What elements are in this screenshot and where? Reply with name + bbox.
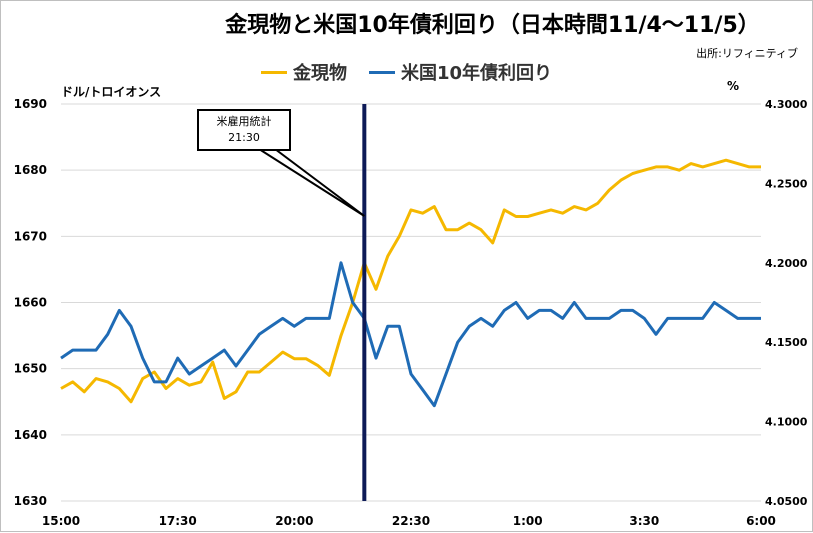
x-tick-label: 15:00 xyxy=(42,514,80,528)
x-tick-label: 17:30 xyxy=(159,514,197,528)
legend-swatch-yield xyxy=(369,70,395,74)
left-tick-label: 1630 xyxy=(14,494,47,508)
right-axis-unit: % xyxy=(727,79,740,93)
right-tick-label: 4.2500 xyxy=(765,177,808,190)
x-tick-label: 6:00 xyxy=(746,514,776,528)
legend-label-gold: 金現物 xyxy=(293,63,347,84)
x-tick-label: 1:00 xyxy=(513,514,543,528)
legend-label-yield: 米国10年債利回り xyxy=(401,63,553,84)
right-tick-label: 4.3000 xyxy=(765,98,808,111)
left-tick-label: 1690 xyxy=(14,97,47,111)
event-callout-time: 21:30 xyxy=(228,131,260,144)
right-tick-label: 4.1500 xyxy=(765,336,808,349)
left-tick-label: 1650 xyxy=(14,362,47,376)
right-tick-label: 4.0500 xyxy=(765,495,808,508)
right-tick-label: 4.2000 xyxy=(765,257,808,270)
x-tick-label: 20:00 xyxy=(275,514,313,528)
left-tick-label: 1640 xyxy=(14,428,47,442)
source-note: 出所:リフィニティブ xyxy=(696,47,798,60)
event-callout-label: 米雇用統計 xyxy=(216,115,272,128)
event-callout: 米雇用統計 21:30 xyxy=(197,109,291,151)
x-tick-label: 22:30 xyxy=(392,514,430,528)
legend-swatch-gold xyxy=(261,70,287,74)
right-tick-label: 4.1000 xyxy=(765,416,808,429)
left-tick-label: 1670 xyxy=(14,229,47,243)
series-line-yield xyxy=(60,261,761,408)
callout-pointer xyxy=(255,148,365,217)
chart-title: 金現物と米国10年債利回り（日本時間11/4～11/5） xyxy=(225,13,760,38)
x-tick-label: 3:30 xyxy=(629,514,659,528)
legend: 金現物 米国10年債利回り xyxy=(261,59,552,85)
left-tick-label: 1660 xyxy=(14,296,47,310)
series-line-gold xyxy=(60,158,761,404)
legend-item-gold: 金現物 xyxy=(261,59,347,85)
left-tick-label: 1680 xyxy=(14,163,47,177)
left-axis-unit: ドル/トロイオンス xyxy=(61,85,162,99)
legend-item-yield: 米国10年債利回り xyxy=(369,59,552,85)
